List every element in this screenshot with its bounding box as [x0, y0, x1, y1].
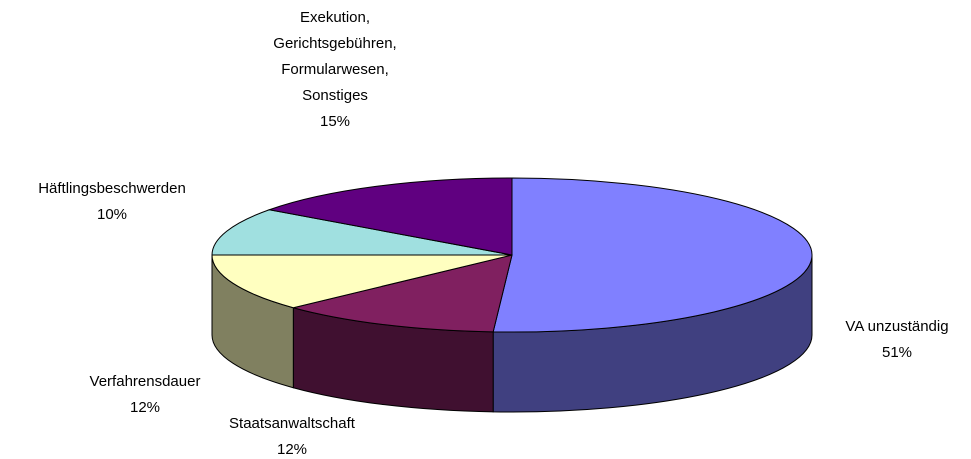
- value-label: 12%: [129, 399, 161, 416]
- slice: [267, 177, 513, 256]
- value-label: 15%: [319, 113, 351, 130]
- slice: [211, 209, 513, 256]
- slice: [211, 254, 513, 309]
- category-label: Häftlingsbeschwerden: [38, 180, 186, 197]
- category-label: Verfahrensdauer: [89, 373, 201, 390]
- slice-label: Exekution, Gerichtsgebühren, Formularwes…: [260, 5, 410, 135]
- category-label: Staatsanwaltschaft: [229, 415, 355, 432]
- slice-label: Verfahrensdauer 12%: [90, 369, 201, 421]
- value-label: 12%: [276, 441, 308, 458]
- category-label: Exekution, Gerichtsgebühren, Formularwes…: [273, 9, 397, 104]
- value-label: 10%: [96, 206, 128, 223]
- slice-label: Häftlingsbeschwerden 10%: [38, 176, 186, 228]
- category-label: VA unzuständig: [845, 318, 949, 335]
- slice-label: Staatsanwaltschaft 12%: [229, 411, 355, 459]
- slice-label: VA unzuständig 51%: [845, 314, 948, 366]
- slice: [293, 254, 513, 333]
- slice: [492, 177, 813, 333]
- value-label: 51%: [881, 344, 913, 361]
